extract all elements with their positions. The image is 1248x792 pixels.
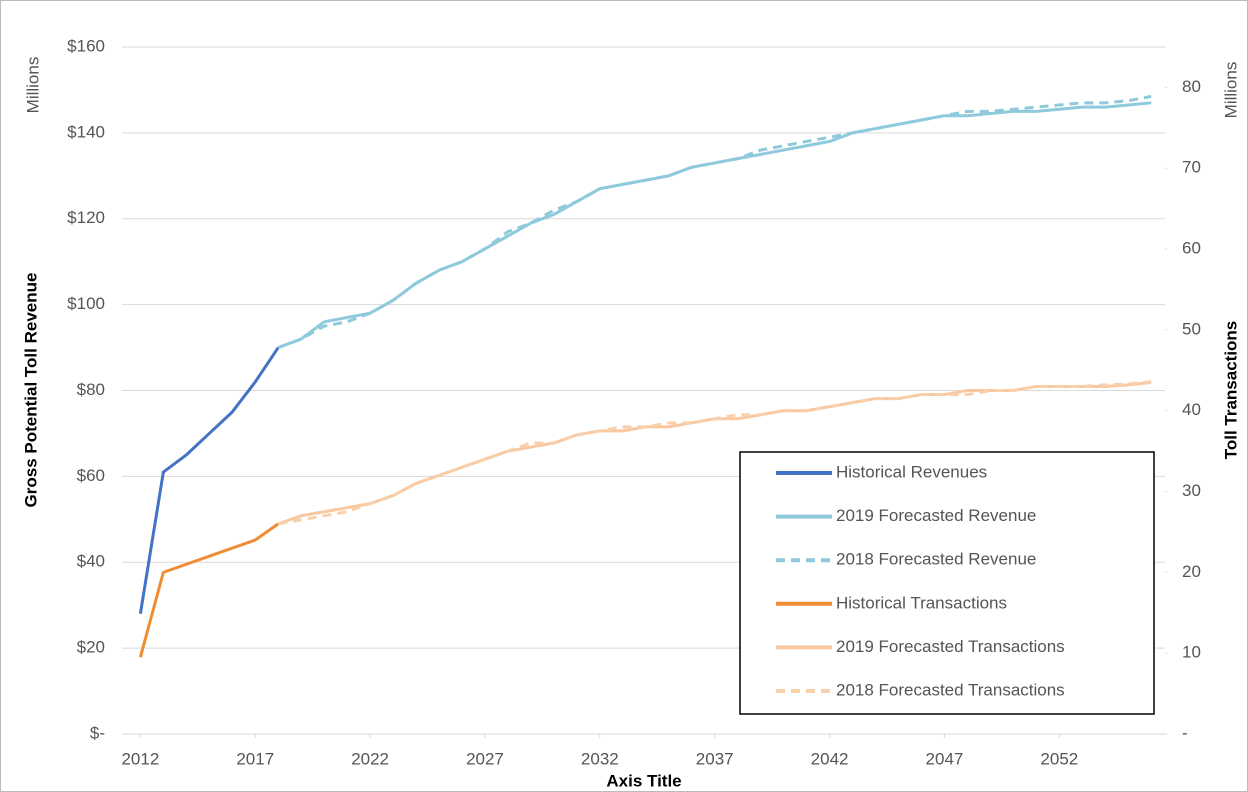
y-tick-label: $100	[67, 294, 105, 313]
y2-tick-label: 80	[1182, 77, 1201, 96]
y2-axis-title: Toll Transactions	[1221, 321, 1240, 460]
y-axis-unit: Millions	[23, 57, 42, 114]
y2-tick-label: 60	[1182, 239, 1201, 258]
legend-box	[739, 451, 1155, 715]
series-line	[138, 522, 280, 658]
y-tick-label: $20	[77, 638, 105, 657]
x-axis-title: Axis Title	[606, 771, 681, 790]
y2-tick-label: 10	[1182, 643, 1201, 662]
y2-tick-label: -	[1182, 723, 1188, 742]
x-tick-label: 2012	[121, 749, 159, 768]
legend-label: 2019 Forecasted Revenue	[836, 506, 1036, 525]
legend-label: Historical Transactions	[836, 593, 1007, 612]
x-tick-label: 2037	[696, 749, 734, 768]
y2-axis-unit: Millions	[1221, 62, 1240, 119]
x-tick-label: 2017	[236, 749, 274, 768]
y-tick-label: $140	[67, 122, 105, 141]
legend: Historical Revenues 2019 Forecasted Reven…	[739, 451, 1155, 715]
y-tick-label: $60	[77, 466, 105, 485]
y-tick-label: $-	[90, 723, 105, 742]
series-line	[277, 101, 1152, 349]
x-tick-label: 2042	[811, 749, 849, 768]
y-tick-label: $120	[67, 208, 105, 227]
series-line	[277, 380, 1152, 526]
y2-tick-label: 70	[1182, 158, 1201, 177]
y-tick-label: $160	[67, 36, 105, 55]
legend-label: 2018 Forecasted Revenue	[836, 550, 1036, 569]
legend-label: Historical Revenues	[836, 462, 987, 481]
y-tick-label: $80	[77, 380, 105, 399]
x-tick-label: 2027	[466, 749, 504, 768]
series-line	[138, 346, 280, 615]
x-tick-label: 2047	[926, 749, 964, 768]
legend-label: 2018 Forecasted Transactions	[836, 680, 1065, 699]
y2-tick-label: 50	[1182, 319, 1201, 338]
y2-tick-label: 40	[1182, 400, 1201, 419]
y-tick-label: $40	[77, 552, 105, 571]
x-tick-label: 2032	[581, 749, 619, 768]
y2-tick-label: 20	[1182, 562, 1201, 581]
x-tick-label: 2022	[351, 749, 389, 768]
legend-label: 2019 Forecasted Transactions	[836, 637, 1065, 656]
y2-tick-label: 30	[1182, 481, 1201, 500]
x-tick-label: 2052	[1040, 749, 1078, 768]
y-axis-title: Gross Potential Toll Revenue	[21, 273, 40, 508]
